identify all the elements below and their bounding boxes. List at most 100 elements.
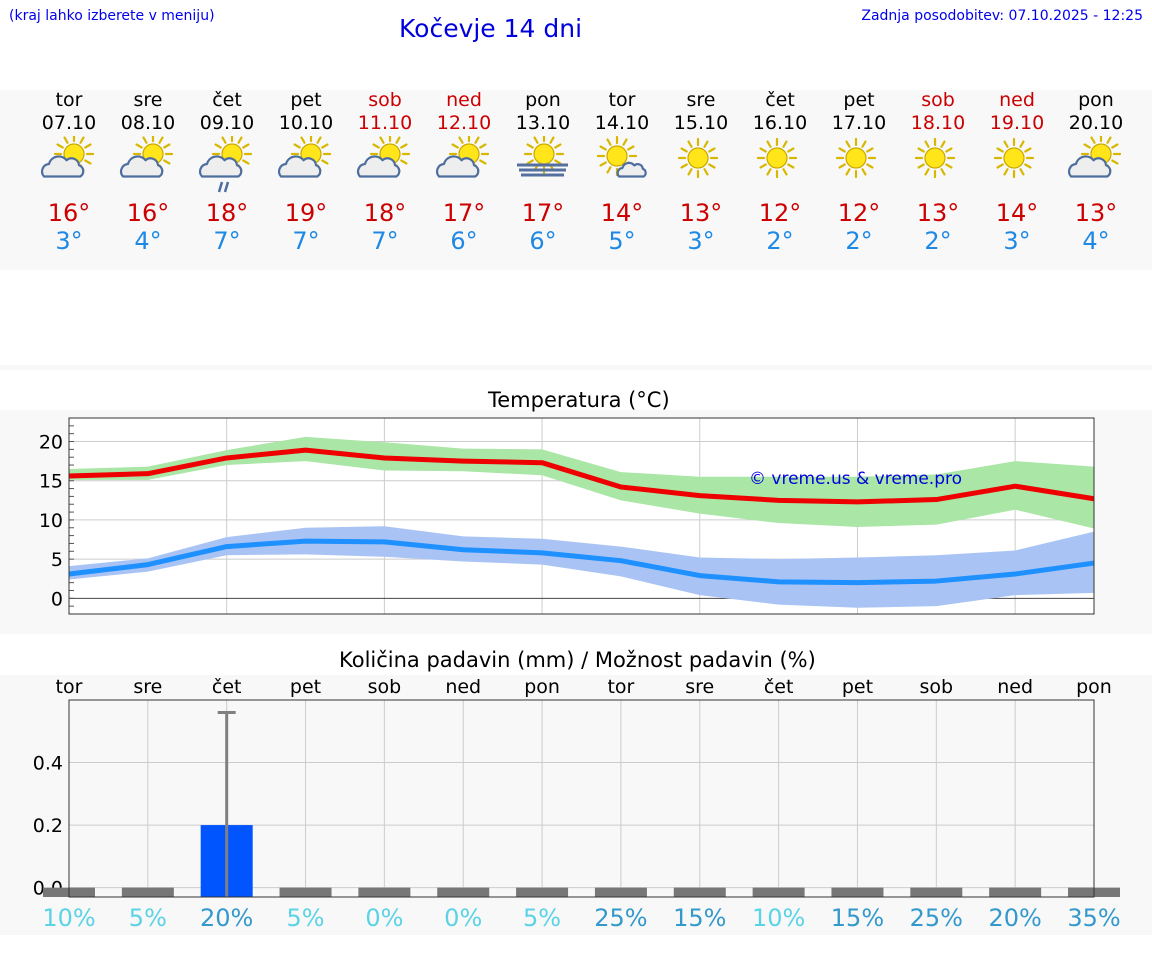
day-date: 10.10 [278, 112, 334, 134]
temp-min: 7° [213, 227, 241, 255]
precip-bar [516, 887, 569, 897]
day-name: čet [212, 89, 242, 111]
temp-max: 16° [47, 199, 91, 227]
temp-plot-frame [68, 417, 1095, 615]
temp-max: 19° [284, 199, 328, 227]
temp-min: 7° [371, 227, 399, 255]
max-temp-range-band [69, 436, 1094, 529]
sun-icon [756, 137, 798, 179]
temp-min: 6° [529, 227, 557, 255]
sun-cloud-icon [357, 136, 411, 178]
precip-day-label: pon [524, 676, 560, 698]
temp-max: 14° [600, 199, 644, 227]
precip-probability: 20% [988, 904, 1042, 932]
last-update: Zadnja posodobitev: 07.10.2025 - 12:25 [861, 8, 1143, 24]
precip-day-label: tor [55, 676, 83, 698]
precip-probability: 10% [42, 904, 96, 932]
precip-probability: 15% [830, 904, 885, 932]
day-name: tor [608, 89, 636, 111]
day-name: pet [290, 89, 322, 111]
day-date: 08.10 [120, 112, 176, 134]
temp-ytick-label: 20 [39, 432, 63, 454]
min-temp-line [68, 538, 1095, 586]
temp-min: 4° [1082, 227, 1110, 255]
sun-cloud-rain-icon [199, 136, 253, 193]
precip-day-label: pet [841, 676, 874, 698]
temp-min: 5° [608, 227, 636, 255]
day-date: 09.10 [199, 112, 255, 134]
precip-probability: 15% [673, 904, 727, 932]
sun-cloud-icon [120, 136, 174, 178]
day-name: sob [368, 89, 402, 111]
day-name: ned [999, 89, 1035, 111]
precip-day-label: sre [133, 676, 163, 698]
day-date: 15.10 [673, 112, 729, 134]
precip-day-label: ned [997, 676, 1034, 698]
temp-ytick-label: 15 [39, 471, 63, 493]
precip-day-label: sre [685, 676, 715, 698]
precip-day-label: čet [211, 676, 242, 698]
day-name: čet [765, 89, 795, 111]
precip-bar [437, 887, 490, 897]
sun-icon [835, 137, 877, 179]
precip-day-label: pon [1076, 676, 1112, 698]
day-name: sob [921, 89, 955, 111]
page-title: Kočevje 14 dni [399, 14, 583, 43]
temp-min: 2° [766, 227, 794, 255]
precip-day-label: čet [763, 676, 794, 698]
day-date: 19.10 [989, 112, 1045, 134]
precip-bar [121, 887, 174, 897]
precip-probability: 35% [1067, 904, 1121, 932]
sun-cloud-icon [278, 136, 332, 178]
precip-probability: 5% [286, 904, 325, 932]
day-date: 07.10 [41, 112, 97, 134]
sun-cloud-icon [436, 136, 490, 178]
sun-cloud-icon [1068, 136, 1122, 178]
precip-probability: 25% [594, 904, 648, 932]
temp-ytick-label: 0 [51, 588, 63, 610]
precip-ytick-label: 0.4 [33, 753, 63, 775]
temp-ytick-label: 10 [39, 510, 63, 532]
precip-day-label: pet [289, 676, 322, 698]
day-name: ned [446, 89, 482, 111]
temp-min: 3° [1003, 227, 1031, 255]
precip-chart-title: Količina padavin (mm) / Možnost padavin … [339, 648, 816, 672]
precip-bar [752, 887, 805, 897]
day-name: pet [843, 89, 875, 111]
day-name: tor [55, 89, 83, 111]
day-name: pon [525, 89, 561, 111]
temp-max: 18° [363, 199, 407, 227]
day-date: 18.10 [910, 112, 966, 134]
precip-probability: 0% [365, 904, 404, 932]
precip-day-label: sob [367, 676, 402, 698]
watermark: © vreme.us & vreme.pro [749, 469, 962, 489]
temp-max: 16° [126, 199, 170, 227]
precip-ytick-label: 0.2 [33, 815, 63, 837]
temp-min: 3° [55, 227, 83, 255]
precip-day-label: tor [607, 676, 635, 698]
day-date: 12.10 [436, 112, 492, 134]
precip-bar [358, 887, 411, 897]
day-date: 13.10 [515, 112, 571, 134]
temp-max: 17° [442, 199, 486, 227]
day-date: 17.10 [831, 112, 887, 134]
precip-probability: 5% [523, 904, 562, 932]
precip-bar [831, 887, 884, 897]
temp-min: 3° [687, 227, 715, 255]
location-note: (kraj lahko izberete v meniju) [9, 8, 215, 24]
precip-day-label: sob [919, 676, 954, 698]
temp-min: 7° [292, 227, 320, 255]
sun-icon [914, 137, 956, 179]
temp-min: 4° [134, 227, 162, 255]
temp-ytick-label: 5 [51, 549, 63, 571]
precip-bar [989, 887, 1042, 897]
sun-fog-icon [517, 136, 568, 177]
temp-max: 13° [679, 199, 723, 227]
temp-max: 13° [1074, 199, 1118, 227]
temp-chart-title: Temperatura (°C) [488, 388, 670, 412]
precip-day-label: ned [445, 676, 482, 698]
day-date: 20.10 [1068, 112, 1124, 134]
day-name: sre [686, 89, 716, 111]
